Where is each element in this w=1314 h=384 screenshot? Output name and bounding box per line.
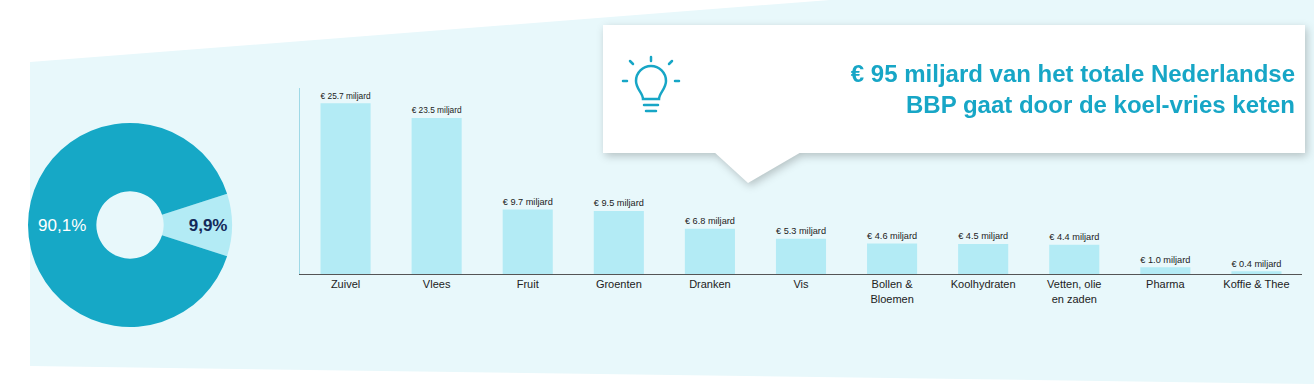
svg-text:Koffie & Thee: Koffie & Thee (1223, 278, 1289, 290)
svg-text:€ 1.0 miljard: € 1.0 miljard (1140, 255, 1190, 265)
svg-text:€ 23.5 miljard: € 23.5 miljard (412, 105, 462, 115)
svg-text:Vetten, olieen zaden: Vetten, olieen zaden (1047, 278, 1101, 304)
svg-text:€ 9.7 miljard: € 9.7 miljard (503, 197, 553, 207)
svg-text:€ 4.5 miljard: € 4.5 miljard (958, 231, 1008, 241)
svg-text:€ 9.5 miljard: € 9.5 miljard (594, 198, 644, 208)
svg-text:€ 4.4 miljard: € 4.4 miljard (1049, 232, 1099, 242)
svg-text:9,9%: 9,9% (189, 216, 228, 235)
svg-text:Pharma: Pharma (1146, 278, 1185, 290)
svg-text:Fruit: Fruit (517, 278, 539, 290)
svg-text:90,1%: 90,1% (38, 216, 86, 235)
svg-text:Groenten: Groenten (596, 278, 642, 290)
html-text:€ 95 miljard van het totale Ne: € 95 miljard van het totale Nederlandse … (850, 60, 1295, 118)
svg-text:€ 25.7 miljard: € 25.7 miljard (321, 91, 371, 101)
svg-text:€ 6.8 miljard: € 6.8 miljard (685, 216, 735, 226)
svg-text:Dranken: Dranken (689, 278, 731, 290)
svg-text:Vis: Vis (793, 278, 809, 290)
svg-text:Zuivel: Zuivel (331, 278, 360, 290)
svg-text:€ 5.3 miljard: € 5.3 miljard (776, 226, 826, 236)
svg-text:€ 4.6 miljard: € 4.6 miljard (867, 231, 917, 241)
svg-text:Vlees: Vlees (423, 278, 451, 290)
svg-text:Bollen &Bloemen: Bollen &Bloemen (870, 278, 913, 304)
svg-text:Koolhydraten: Koolhydraten (951, 278, 1016, 290)
svg-text:€ 0.4 miljard: € 0.4 miljard (1231, 259, 1281, 269)
